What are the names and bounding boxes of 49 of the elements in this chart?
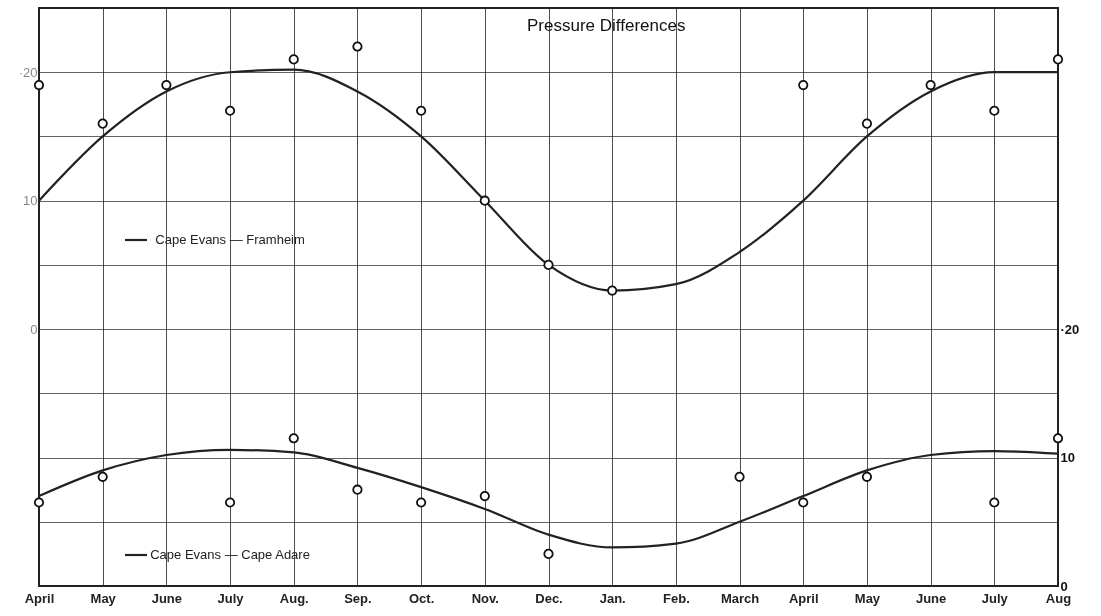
y2-tick-label: ·20: [1060, 321, 1080, 337]
x-tick-label: Nov.: [471, 590, 499, 606]
point: [224, 497, 236, 508]
y-tick-label: ·20: [18, 64, 38, 80]
point: [33, 497, 45, 508]
point: [607, 285, 618, 296]
x-tick-label: Oct.: [408, 590, 435, 606]
x-tick-label: April: [24, 590, 55, 606]
point: [543, 259, 554, 270]
x-tick-label: April: [788, 590, 819, 606]
point: [416, 105, 427, 116]
x-tick-label: Feb.: [663, 590, 690, 606]
point: [416, 497, 427, 508]
y-tick-label: 10: [23, 193, 38, 209]
point: [479, 491, 490, 502]
x-tick-label: May: [854, 590, 881, 606]
point: [33, 79, 45, 91]
x-tick-label: Jan.: [599, 590, 626, 606]
point: [352, 484, 363, 495]
y-tick-label: 0: [30, 321, 38, 337]
point: [288, 54, 299, 65]
point: [161, 79, 172, 91]
point: [861, 471, 873, 482]
x-tick-label: July: [217, 590, 245, 606]
y2-tick-label: 10: [1060, 450, 1075, 466]
x-tick-label: March: [720, 590, 760, 606]
point: [734, 471, 745, 482]
x-tick-label: Aug.: [279, 590, 309, 606]
point: [352, 41, 363, 52]
x-tick-label: June: [151, 590, 183, 606]
point: [97, 471, 108, 482]
point: [861, 118, 873, 129]
point: [989, 497, 1000, 508]
point: [224, 105, 236, 116]
x-tick-label: July: [981, 590, 1009, 606]
x-tick-label: Sep.: [344, 590, 372, 606]
point: [798, 79, 809, 91]
point: [479, 195, 490, 206]
x-tick-label: June: [915, 590, 947, 606]
point: [543, 548, 554, 559]
point: [1052, 433, 1064, 444]
point: [1052, 54, 1064, 65]
point: [798, 497, 809, 508]
point: [97, 118, 108, 129]
point: [925, 79, 936, 91]
x-tick-label: May: [90, 590, 117, 606]
x-tick-label: Dec.: [535, 590, 563, 606]
point: [989, 105, 1000, 116]
point: [288, 433, 299, 444]
